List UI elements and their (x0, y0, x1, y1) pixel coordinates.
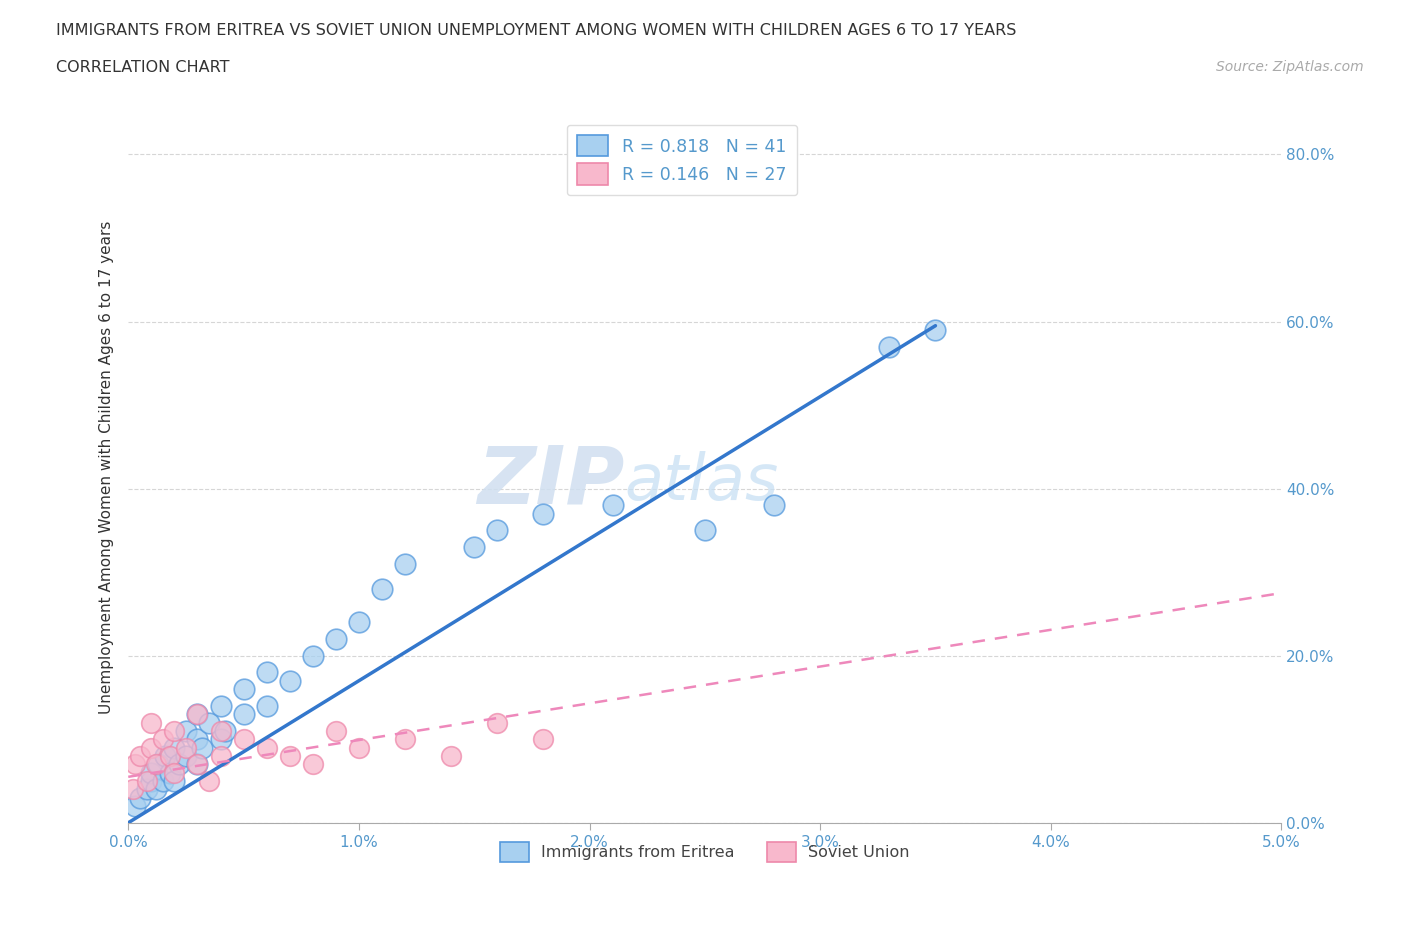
Point (256, 665, 278, 680)
Text: Source: ZipAtlas.com: Source: ZipAtlas.com (1216, 60, 1364, 74)
Point (121, 782, 143, 797)
Point (174, 724, 197, 738)
Point (232, 707, 254, 722)
Point (186, 707, 208, 722)
Point (763, 498, 786, 512)
Point (325, 631, 347, 646)
Point (163, 765, 186, 780)
Point (186, 707, 208, 722)
Point (347, 615, 370, 630)
Point (152, 774, 174, 789)
Point (440, 749, 463, 764)
Point (693, 523, 716, 538)
Point (325, 724, 347, 738)
Y-axis label: Unemployment Among Women with Children Ages 6 to 17 years: Unemployment Among Women with Children A… (100, 221, 114, 714)
Point (128, 749, 150, 764)
Point (198, 774, 221, 789)
Point (209, 698, 232, 713)
Text: atlas: atlas (624, 451, 779, 513)
Point (174, 740, 197, 755)
Point (394, 732, 416, 747)
Point (167, 757, 190, 772)
Point (141, 715, 163, 730)
Point (463, 539, 485, 554)
Point (145, 757, 167, 772)
Point (602, 498, 624, 512)
Point (209, 724, 232, 738)
Point (141, 774, 163, 789)
Point (141, 765, 163, 780)
Point (278, 749, 301, 764)
Point (371, 581, 394, 596)
Text: ZIP: ZIP (477, 443, 624, 521)
Point (924, 323, 946, 338)
Point (141, 740, 163, 755)
Point (191, 740, 214, 755)
Point (256, 698, 278, 713)
Point (163, 740, 186, 755)
Point (278, 673, 301, 688)
Point (163, 724, 186, 738)
Point (186, 732, 208, 747)
Point (153, 749, 176, 764)
Point (198, 715, 221, 730)
Point (145, 782, 167, 797)
Point (174, 749, 197, 764)
Point (531, 506, 554, 521)
Point (486, 715, 509, 730)
Text: IMMIGRANTS FROM ERITREA VS SOVIET UNION UNEMPLOYMENT AMONG WOMEN WITH CHILDREN A: IMMIGRANTS FROM ERITREA VS SOVIET UNION … (56, 23, 1017, 38)
Point (209, 749, 232, 764)
Point (347, 740, 370, 755)
Point (124, 757, 146, 772)
Point (135, 782, 157, 797)
Point (186, 757, 208, 772)
Point (128, 790, 150, 805)
Point (124, 799, 146, 814)
Point (148, 757, 170, 772)
Point (163, 774, 186, 789)
Text: CORRELATION CHART: CORRELATION CHART (56, 60, 229, 75)
Point (301, 648, 323, 663)
Point (256, 740, 278, 755)
Point (186, 757, 208, 772)
Point (301, 757, 323, 772)
Point (531, 732, 554, 747)
Point (879, 339, 901, 354)
Point (159, 749, 181, 764)
Point (159, 765, 181, 780)
Point (232, 682, 254, 697)
Legend: Immigrants from Eritrea, Soviet Union: Immigrants from Eritrea, Soviet Union (494, 836, 917, 868)
Point (486, 523, 509, 538)
Point (232, 732, 254, 747)
Point (214, 724, 236, 738)
Point (209, 732, 232, 747)
Point (135, 774, 157, 789)
Point (394, 556, 416, 571)
Point (152, 732, 174, 747)
